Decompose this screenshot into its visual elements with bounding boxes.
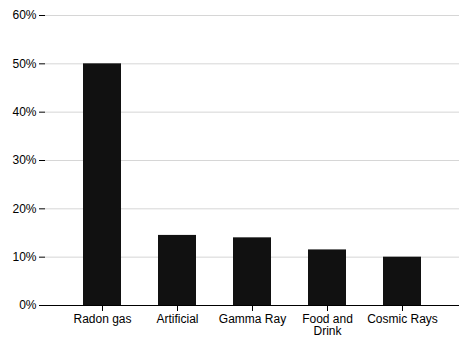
svg-text:10%: 10% [12, 250, 36, 264]
svg-text:0%: 0% [19, 298, 37, 312]
svg-text:Cosmic Rays: Cosmic Rays [367, 312, 438, 326]
svg-text:Food andDrink: Food andDrink [302, 312, 353, 338]
svg-text:60%: 60% [12, 8, 36, 22]
svg-text:Artificial: Artificial [156, 312, 198, 326]
svg-text:Radon gas: Radon gas [73, 312, 131, 326]
svg-text:Gamma Ray: Gamma Ray [219, 312, 286, 326]
svg-text:20%: 20% [12, 202, 36, 216]
svg-text:50%: 50% [12, 57, 36, 71]
svg-text:40%: 40% [12, 105, 36, 119]
svg-text:30%: 30% [12, 153, 36, 167]
